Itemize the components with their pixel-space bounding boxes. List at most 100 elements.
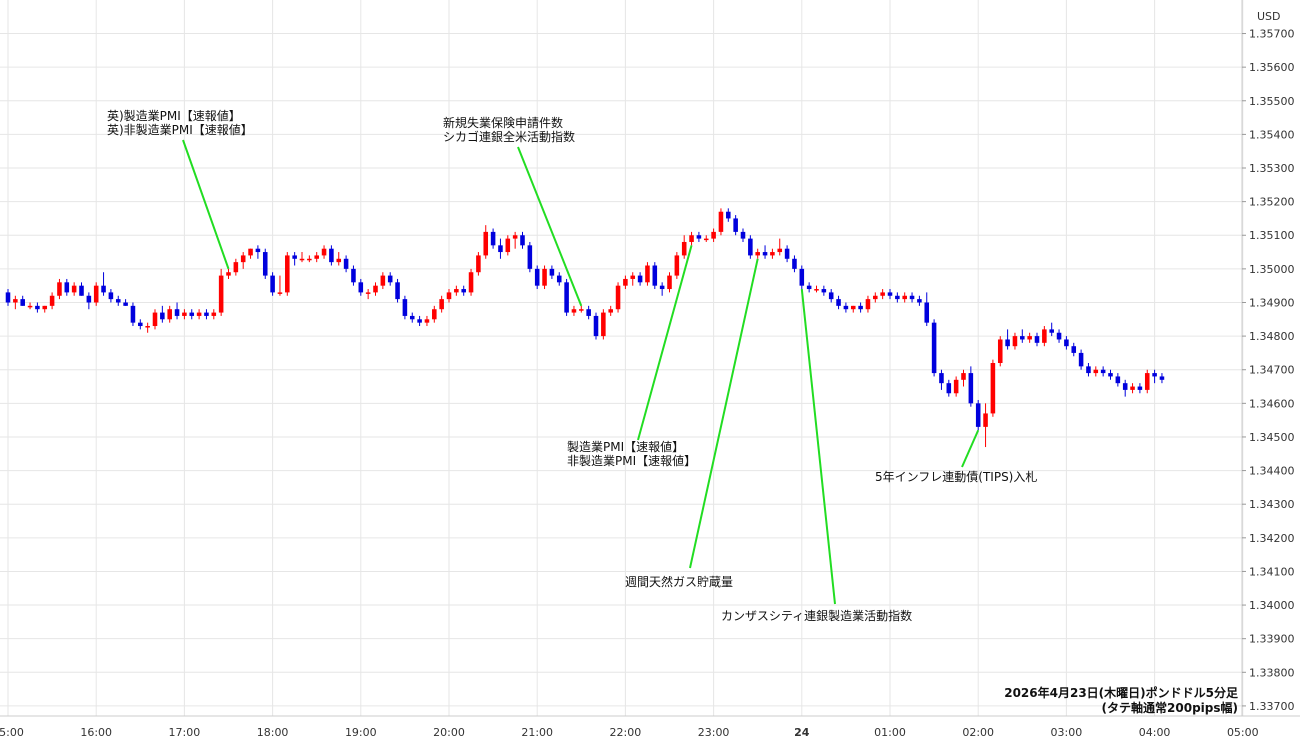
- x-tick-label: 15:00: [0, 726, 24, 739]
- candle-down: [806, 285, 812, 290]
- candle-down: [461, 289, 466, 293]
- candle-up: [615, 285, 621, 310]
- candle-up: [865, 299, 871, 310]
- y-tick-label: 1.35300: [1249, 162, 1295, 175]
- candle-up: [226, 272, 231, 276]
- candle-up: [321, 248, 327, 256]
- candle-up: [454, 289, 459, 293]
- candle-down: [1152, 373, 1157, 377]
- candle-down: [549, 268, 555, 276]
- candle-up: [182, 312, 187, 316]
- x-tick-label: 16:00: [80, 726, 112, 739]
- candle-up: [1144, 373, 1150, 390]
- candle-down: [1056, 332, 1062, 340]
- candle-up: [674, 255, 680, 276]
- annotation-leader-line: [961, 429, 980, 468]
- candle-down: [931, 322, 937, 374]
- candle-down: [821, 289, 827, 293]
- candle-down: [652, 265, 658, 286]
- y-tick-label: 1.35400: [1249, 128, 1295, 141]
- candle-up: [873, 295, 878, 300]
- candle-up: [248, 248, 253, 256]
- x-tick-label: 04:00: [1139, 726, 1171, 739]
- candle-up: [961, 373, 966, 380]
- y-tick-label: 1.34700: [1249, 364, 1295, 377]
- x-tick-label: 22:00: [610, 726, 642, 739]
- candle-down: [968, 373, 974, 404]
- candle-up: [424, 319, 430, 323]
- candle-down: [733, 218, 738, 232]
- candle-down: [895, 295, 900, 300]
- annotation-label: 英)製造業PMI【速報値】: [107, 108, 241, 123]
- annotation-leader-line: [637, 245, 693, 441]
- candle-down: [64, 282, 70, 293]
- candle-down: [115, 299, 121, 303]
- candle-up: [1093, 369, 1099, 374]
- candle-down: [402, 299, 408, 316]
- candle-up: [468, 272, 474, 293]
- annotations: 英)製造業PMI【速報値】英)非製造業PMI【速報値】 新規失業保険申請件数シカゴ…: [107, 108, 1037, 623]
- candle-down: [189, 312, 195, 316]
- candle-up: [990, 363, 996, 414]
- candle-down: [292, 255, 297, 259]
- candle-up: [211, 312, 217, 316]
- candle-up: [983, 413, 988, 427]
- candle-down: [409, 315, 415, 320]
- annotation-leader-line: [517, 146, 583, 307]
- candle-up: [57, 282, 62, 296]
- candle-down: [123, 302, 128, 306]
- y-tick-label: 1.34400: [1249, 465, 1295, 478]
- candle-up: [483, 231, 489, 256]
- x-tick-labels: 15:00 16:00 17:00 18:00 19:00 20:00 21:00 22:00…: [0, 726, 1259, 739]
- candle-up: [167, 309, 172, 320]
- candle-up: [314, 255, 319, 259]
- y-tick-label: 1.34300: [1249, 498, 1295, 511]
- annotation-label: 英)非製造業PMI【速報値】: [107, 122, 253, 137]
- candle-up: [380, 275, 386, 286]
- candle-up: [623, 278, 628, 286]
- candle-down: [138, 322, 143, 327]
- candle-up: [299, 258, 305, 261]
- y-tick-label: 1.35200: [1249, 196, 1295, 209]
- candle-up: [601, 312, 606, 337]
- candle-up: [152, 312, 158, 327]
- candle-down: [1115, 376, 1121, 384]
- candle-up: [1130, 386, 1135, 390]
- candle-down: [939, 373, 944, 384]
- candle-down: [1005, 339, 1010, 347]
- candle-down: [887, 292, 893, 296]
- candle-down: [1064, 339, 1069, 347]
- y-tick-labels: 1.35700 1.35600 1.35500 1.35400 1.35300 1.352…: [1242, 28, 1295, 713]
- y-tick-label: 1.35500: [1249, 95, 1295, 108]
- candle-down: [270, 275, 275, 293]
- candle-down: [828, 292, 834, 300]
- candle-up: [233, 262, 239, 273]
- candle-up: [373, 285, 378, 293]
- x-tick-label: 20:00: [433, 726, 465, 739]
- y-tick-label: 1.34500: [1249, 431, 1295, 444]
- candle-up: [953, 379, 959, 394]
- candle-up: [27, 305, 33, 308]
- candle-down: [1122, 383, 1128, 390]
- candle-up: [681, 241, 687, 256]
- candle-down: [1086, 366, 1091, 374]
- candle-up: [689, 235, 694, 242]
- candle-up: [814, 289, 819, 291]
- candle-down: [520, 235, 525, 246]
- candle-down: [593, 315, 599, 337]
- candle-up: [711, 231, 716, 239]
- candle-up: [432, 309, 437, 320]
- candle-down: [946, 383, 952, 394]
- candle-down: [20, 299, 25, 306]
- candle-down: [696, 235, 702, 239]
- candle-down: [784, 248, 790, 259]
- candle-up: [755, 252, 760, 256]
- candle-down: [534, 268, 540, 286]
- candle-up: [446, 292, 452, 300]
- candle-down: [262, 252, 268, 276]
- annotation-label: カンザスシティ連銀製造業活動指数: [721, 608, 912, 623]
- x-tick-label: 17:00: [169, 726, 201, 739]
- annotation-label: 5年インフレ連動債(TIPS)入札: [875, 469, 1037, 484]
